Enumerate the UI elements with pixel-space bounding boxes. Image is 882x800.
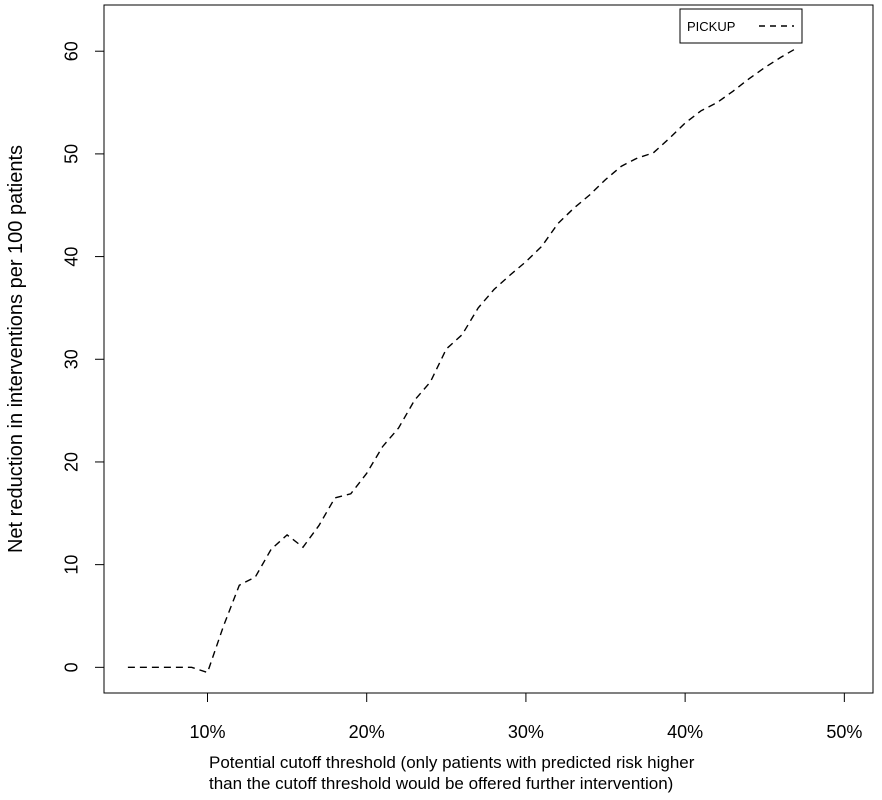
y-tick-label: 50 (61, 144, 81, 164)
x-axis-title-line-2: than the cutoff threshold would be offer… (209, 774, 674, 793)
series-line-pickup (127, 47, 797, 674)
x-tick-label: 40% (667, 722, 703, 742)
y-tick-label: 30 (61, 349, 81, 369)
y-tick-label: 0 (61, 662, 81, 672)
legend-label-pickup: PICKUP (687, 19, 735, 34)
y-tick-label: 10 (61, 555, 81, 575)
x-axis-title: Potential cutoff threshold (only patient… (209, 752, 694, 794)
y-axis: 0 10 20 30 40 50 60 (61, 41, 104, 672)
legend: PICKUP (679, 8, 803, 44)
x-tick-label: 20% (349, 722, 385, 742)
x-tick-label: 10% (189, 722, 225, 742)
plot-frame (103, 4, 874, 694)
y-tick-label: 20 (61, 452, 81, 472)
series-layer (127, 47, 797, 674)
x-axis: 10% 20% 30% 40% 50% (189, 693, 862, 742)
x-tick-label: 50% (826, 722, 862, 742)
y-tick-label: 40 (61, 247, 81, 267)
x-tick-label: 30% (508, 722, 544, 742)
y-axis-title: Net reduction in interventions per 100 p… (5, 145, 27, 553)
y-tick-label: 60 (61, 41, 81, 61)
x-axis-title-line-1: Potential cutoff threshold (only patient… (209, 753, 695, 772)
